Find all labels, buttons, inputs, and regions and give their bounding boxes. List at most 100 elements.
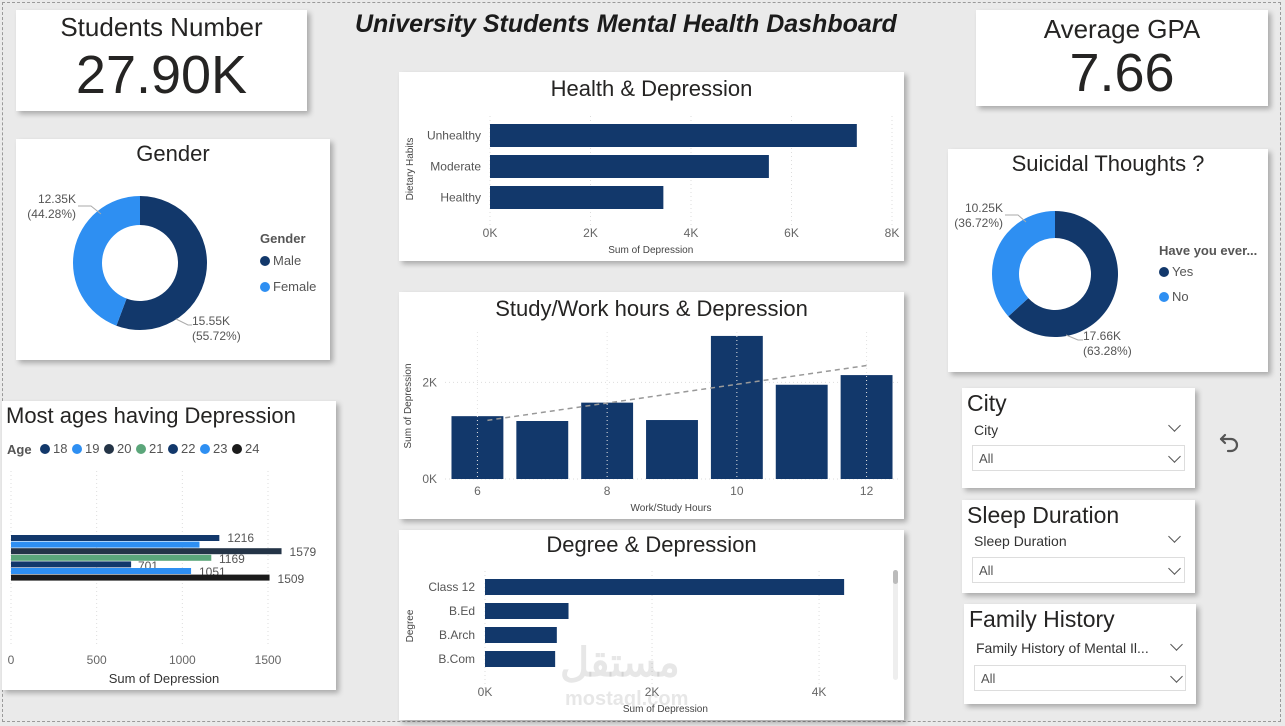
health-bar[interactable]: [490, 186, 664, 209]
ages-bar-21[interactable]: [11, 554, 212, 561]
undo-icon[interactable]: [1216, 427, 1244, 455]
ages-legend-item-22[interactable]: 22: [168, 441, 195, 456]
slicer-family-card[interactable]: Family History Family History of Mental …: [964, 604, 1196, 704]
female-dot-icon: [260, 281, 270, 292]
yes-dot-icon: [1159, 266, 1169, 277]
gender-slice-male[interactable]: [116, 196, 208, 330]
slicer-sleep-title: Sleep Duration: [967, 502, 1120, 528]
gender-slice-female[interactable]: [73, 196, 140, 326]
hours-chart-title: Study/Work hours & Depression: [495, 296, 808, 321]
hours-xtick-label: 6: [474, 484, 481, 498]
health-category-label: Unhealthy: [427, 129, 481, 143]
ages-bar-18[interactable]: [11, 535, 220, 541]
age-dot-icon: [136, 443, 146, 454]
hours-chart-card[interactable]: Study/Work hours & Depression 0K 2K 6 8 10 12…: [399, 292, 904, 519]
health-bar[interactable]: [490, 124, 857, 147]
degree-chart-card[interactable]: Degree & Depression 0K 2K 4K Class 12 B.Ed B.…: [399, 530, 904, 720]
hours-bar[interactable]: [516, 421, 569, 479]
degree-bar[interactable]: [485, 651, 556, 667]
degree-bar-svg[interactable]: 0K 2K 4K Class 12 B.Ed B.Arch B.Com Sum of Depr…: [399, 530, 904, 720]
ages-data-label-20: 1579: [290, 545, 317, 559]
hours-bar-svg[interactable]: 0K 2K 6 8 10 12 Work/Study Hours Sum of Depress…: [399, 292, 904, 519]
hours-ytick-label: 2K: [422, 375, 437, 389]
degree-bar[interactable]: [485, 627, 557, 643]
health-chart-card[interactable]: Health & Depression 0K 2K 4K 6K 8K Unhealthy M…: [399, 72, 904, 261]
slicer-family-field[interactable]: Family History of Mental Il...: [976, 640, 1149, 656]
suicidal-slice-no[interactable]: [992, 211, 1055, 317]
gender-donut-svg[interactable]: 12.35K(44.28%) 15.55K(55.72%): [16, 139, 330, 360]
ages-legend-item-23[interactable]: 23: [200, 441, 227, 456]
ages-legend-item-18[interactable]: 18: [40, 441, 67, 456]
kpi-gpa-card[interactable]: Average GPA 7.66: [976, 10, 1268, 106]
degree-bar[interactable]: [485, 603, 569, 619]
suicidal-label-value-yes: 17.66K: [1083, 329, 1121, 343]
degree-xaxis-title: Sum of Depression: [623, 704, 708, 715]
ages-bar-22[interactable]: [11, 561, 132, 568]
hours-yaxis-title: Sum of Depression: [403, 363, 414, 448]
suicidal-slice-yes[interactable]: [1008, 211, 1118, 337]
ages-legend-item-21[interactable]: 21: [136, 441, 163, 456]
health-xaxis-title: Sum of Depression: [608, 245, 693, 256]
ages-bar-23[interactable]: [11, 568, 192, 574]
kpi-gpa-value: 7.66: [1069, 43, 1175, 103]
age-dot-icon: [200, 443, 210, 454]
slicer-city-title: City: [967, 390, 1007, 416]
hours-trendline: [487, 364, 867, 422]
gender-chart-card[interactable]: Gender 12.35K (44.28%) 15.55K (55.72%) Gend…: [16, 139, 330, 360]
ages-legend-item-19[interactable]: 19: [72, 441, 99, 456]
suicidal-label-pct-no: (36.72%): [954, 216, 1003, 230]
slicer-city-dropdown[interactable]: All: [972, 445, 1185, 471]
no-dot-icon: [1159, 291, 1169, 302]
ages-xaxis-title: Sum of Depression: [109, 671, 220, 686]
kpi-students-card[interactable]: Students Number 27.90K: [16, 10, 307, 111]
hours-bar[interactable]: [840, 375, 893, 479]
hours-bar[interactable]: [710, 335, 763, 479]
ages-chart-card[interactable]: Most ages having Depression Age 0 500 1000…: [2, 401, 336, 690]
ages-bar-19[interactable]: [11, 541, 200, 548]
suicidal-chart-card[interactable]: Suicidal Thoughts ? 10.25K (36.72%) 17.66K…: [948, 149, 1268, 372]
degree-bar[interactable]: [485, 579, 845, 595]
slicer-family-collapse-chevron-icon[interactable]: [1170, 638, 1183, 651]
hours-xaxis-title: Work/Study Hours: [631, 503, 712, 514]
ages-legend-label: 20: [117, 441, 132, 456]
gender-legend-female-label: Female: [273, 279, 317, 294]
slicer-sleep-field[interactable]: Sleep Duration: [974, 533, 1067, 549]
suicidal-donut-svg[interactable]: 10.25K(36.72%) 17.66K(63.28%): [948, 149, 1268, 372]
ages-legend-item-24[interactable]: 24: [232, 441, 259, 456]
ages-legend-label: 23: [213, 441, 228, 456]
ages-legend-item-20[interactable]: 20: [104, 441, 131, 456]
slicer-sleep-card[interactable]: Sleep Duration Sleep Duration All: [962, 500, 1195, 593]
hours-bar[interactable]: [775, 384, 828, 479]
gender-label-value-male: 15.55K: [192, 314, 230, 328]
degree-xtick-label: 4K: [812, 685, 827, 699]
slicer-family-dropdown[interactable]: All: [974, 665, 1186, 691]
degree-category-label: B.Ed: [449, 604, 475, 618]
slicer-sleep-collapse-chevron-icon[interactable]: [1168, 530, 1181, 543]
hours-bar[interactable]: [646, 420, 698, 479]
suicidal-legend-yes-label: Yes: [1172, 264, 1194, 279]
degree-scrollbar[interactable]: [893, 570, 898, 680]
suicidal-legend-yes[interactable]: Yes: [1159, 264, 1193, 279]
ages-legend-label: 21: [149, 441, 164, 456]
ages-bar-24[interactable]: [11, 574, 270, 581]
suicidal-legend-no[interactable]: No: [1159, 289, 1189, 304]
hours-bar[interactable]: [451, 416, 504, 479]
slicer-city-collapse-chevron-icon[interactable]: [1168, 419, 1181, 432]
suicidal-chart-title: Suicidal Thoughts ?: [1011, 151, 1205, 176]
slicer-city-card[interactable]: City City All: [962, 388, 1195, 488]
slicer-city-field[interactable]: City: [974, 422, 999, 438]
hours-xtick-label: 8: [604, 484, 611, 498]
slicer-sleep-dropdown[interactable]: All: [972, 557, 1185, 583]
suicidal-leader-line: [1065, 334, 1083, 341]
age-dot-icon: [232, 443, 242, 454]
gender-legend-female[interactable]: Female: [260, 279, 316, 294]
health-bar[interactable]: [490, 155, 769, 178]
ages-chart-title: Most ages having Depression: [6, 403, 296, 428]
gender-legend-male[interactable]: Male: [260, 253, 301, 268]
ages-legend-title: Age: [7, 442, 32, 457]
health-bar-svg[interactable]: 0K 2K 4K 6K 8K Unhealthy Moderate Healthy Sum of…: [399, 72, 904, 261]
ages-bar-20[interactable]: [11, 548, 282, 555]
degree-scroll-thumb[interactable]: [893, 570, 898, 584]
